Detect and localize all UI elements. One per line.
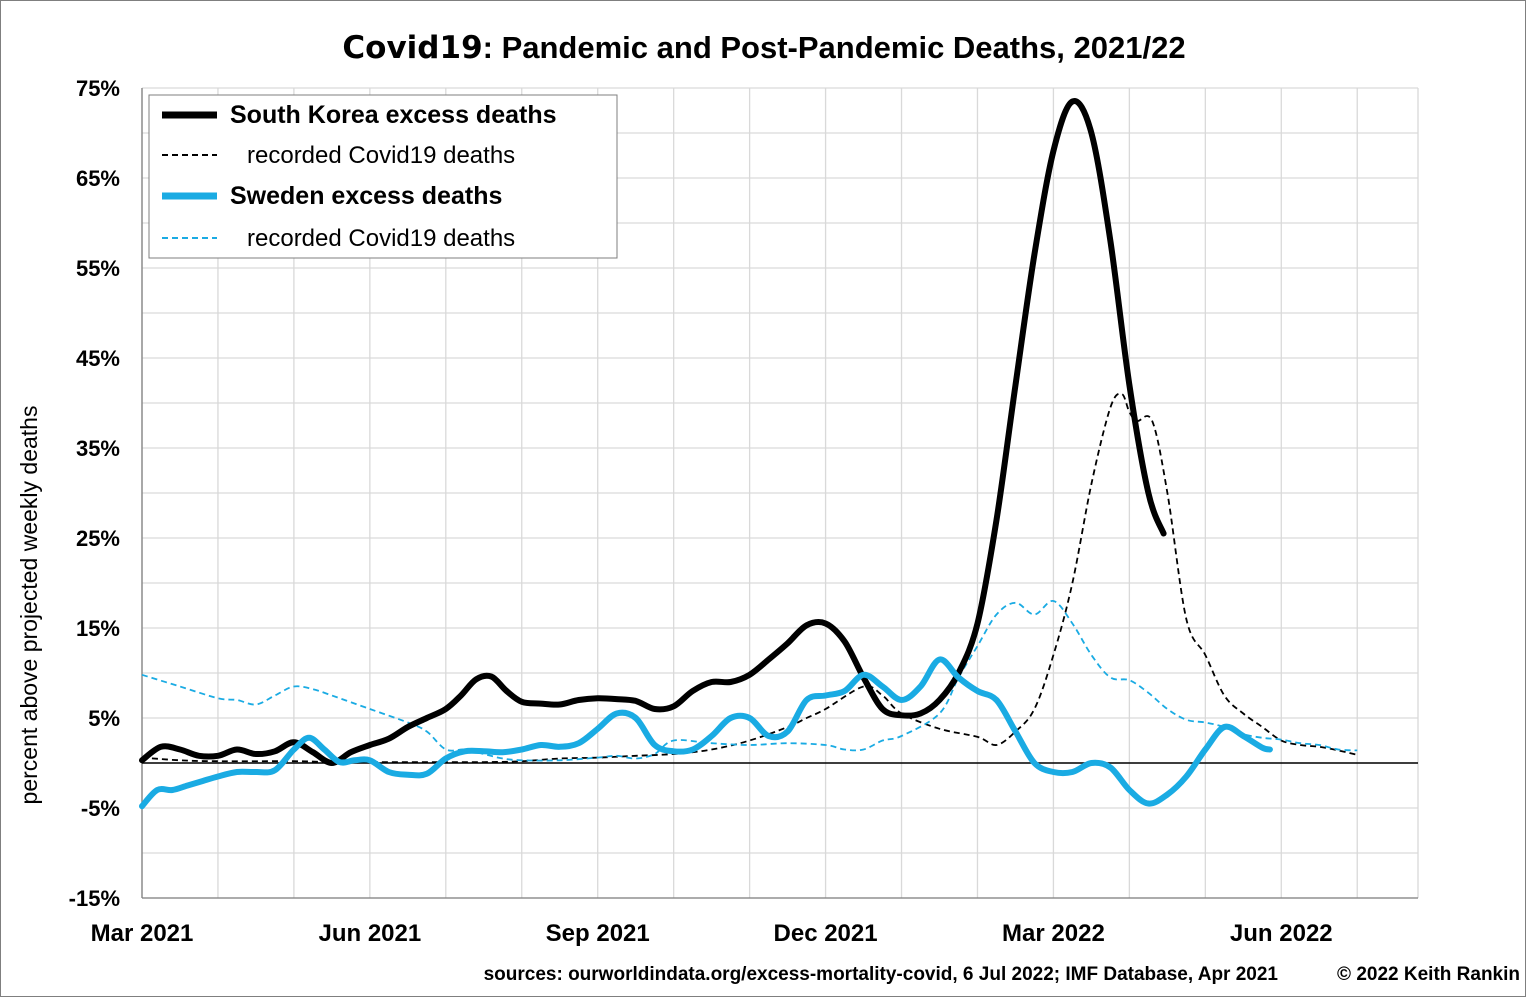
- x-tick-label: Sep 2021: [546, 920, 650, 947]
- y-tick-label: -15%: [69, 886, 120, 911]
- y-tick-label: -5%: [81, 796, 120, 821]
- x-tick-label: Dec 2021: [774, 920, 878, 947]
- legend-label-sweden-recorded: recorded Covid19 deaths: [247, 225, 515, 252]
- x-tick-label: Mar 2021: [91, 920, 194, 947]
- series-sweden-excess: [139, 656, 1273, 810]
- x-tick-label: Jun 2022: [1230, 920, 1333, 947]
- chart-title-bold: Covid19: [342, 30, 482, 66]
- y-tick-label: 65%: [76, 166, 120, 191]
- legend: South Korea excess deaths recorded Covid…: [148, 94, 618, 259]
- y-tick-label: 5%: [88, 706, 120, 731]
- series-korea-recorded: [141, 392, 1358, 764]
- legend-label-sweden-excess: Sweden excess deaths: [230, 182, 502, 210]
- series-sweden-recorded: [141, 600, 1358, 762]
- y-tick-label: 75%: [76, 76, 120, 101]
- legend-label-korea-excess: South Korea excess deaths: [230, 101, 557, 129]
- y-tick-label: 55%: [76, 256, 120, 281]
- chart-title: Covid19: Pandemic and Post-Pandemic Deat…: [342, 30, 1185, 66]
- legend-box: [148, 94, 618, 259]
- y-axis-label: percent above projected weekly deaths: [16, 406, 42, 805]
- legend-label-korea-recorded: recorded Covid19 deaths: [247, 142, 515, 169]
- chart-title-rest: : Pandemic and Post-Pandemic Deaths, 202…: [483, 30, 1186, 65]
- x-tick-label: Mar 2022: [1002, 920, 1105, 947]
- x-tick-labels: Mar 2021 Jun 2021 Sep 2021 Dec 2021 Mar 2022…: [91, 920, 1333, 947]
- series-korea-excess: [139, 98, 1167, 766]
- copyright-note: © 2022 Keith Rankin: [1337, 964, 1520, 985]
- y-tick-label: 35%: [76, 436, 120, 461]
- y-tick-label: 25%: [76, 526, 120, 551]
- y-tick-label: 15%: [76, 616, 120, 641]
- y-tick-label: 45%: [76, 346, 120, 371]
- series-layer: [139, 98, 1358, 810]
- y-tick-labels: 75% 65% 55% 45% 35% 25% 15% 5% -5% -15%: [69, 76, 120, 911]
- x-tick-label: Jun 2021: [318, 920, 421, 947]
- source-note: sources: ourworldindata.org/excess-morta…: [484, 964, 1279, 985]
